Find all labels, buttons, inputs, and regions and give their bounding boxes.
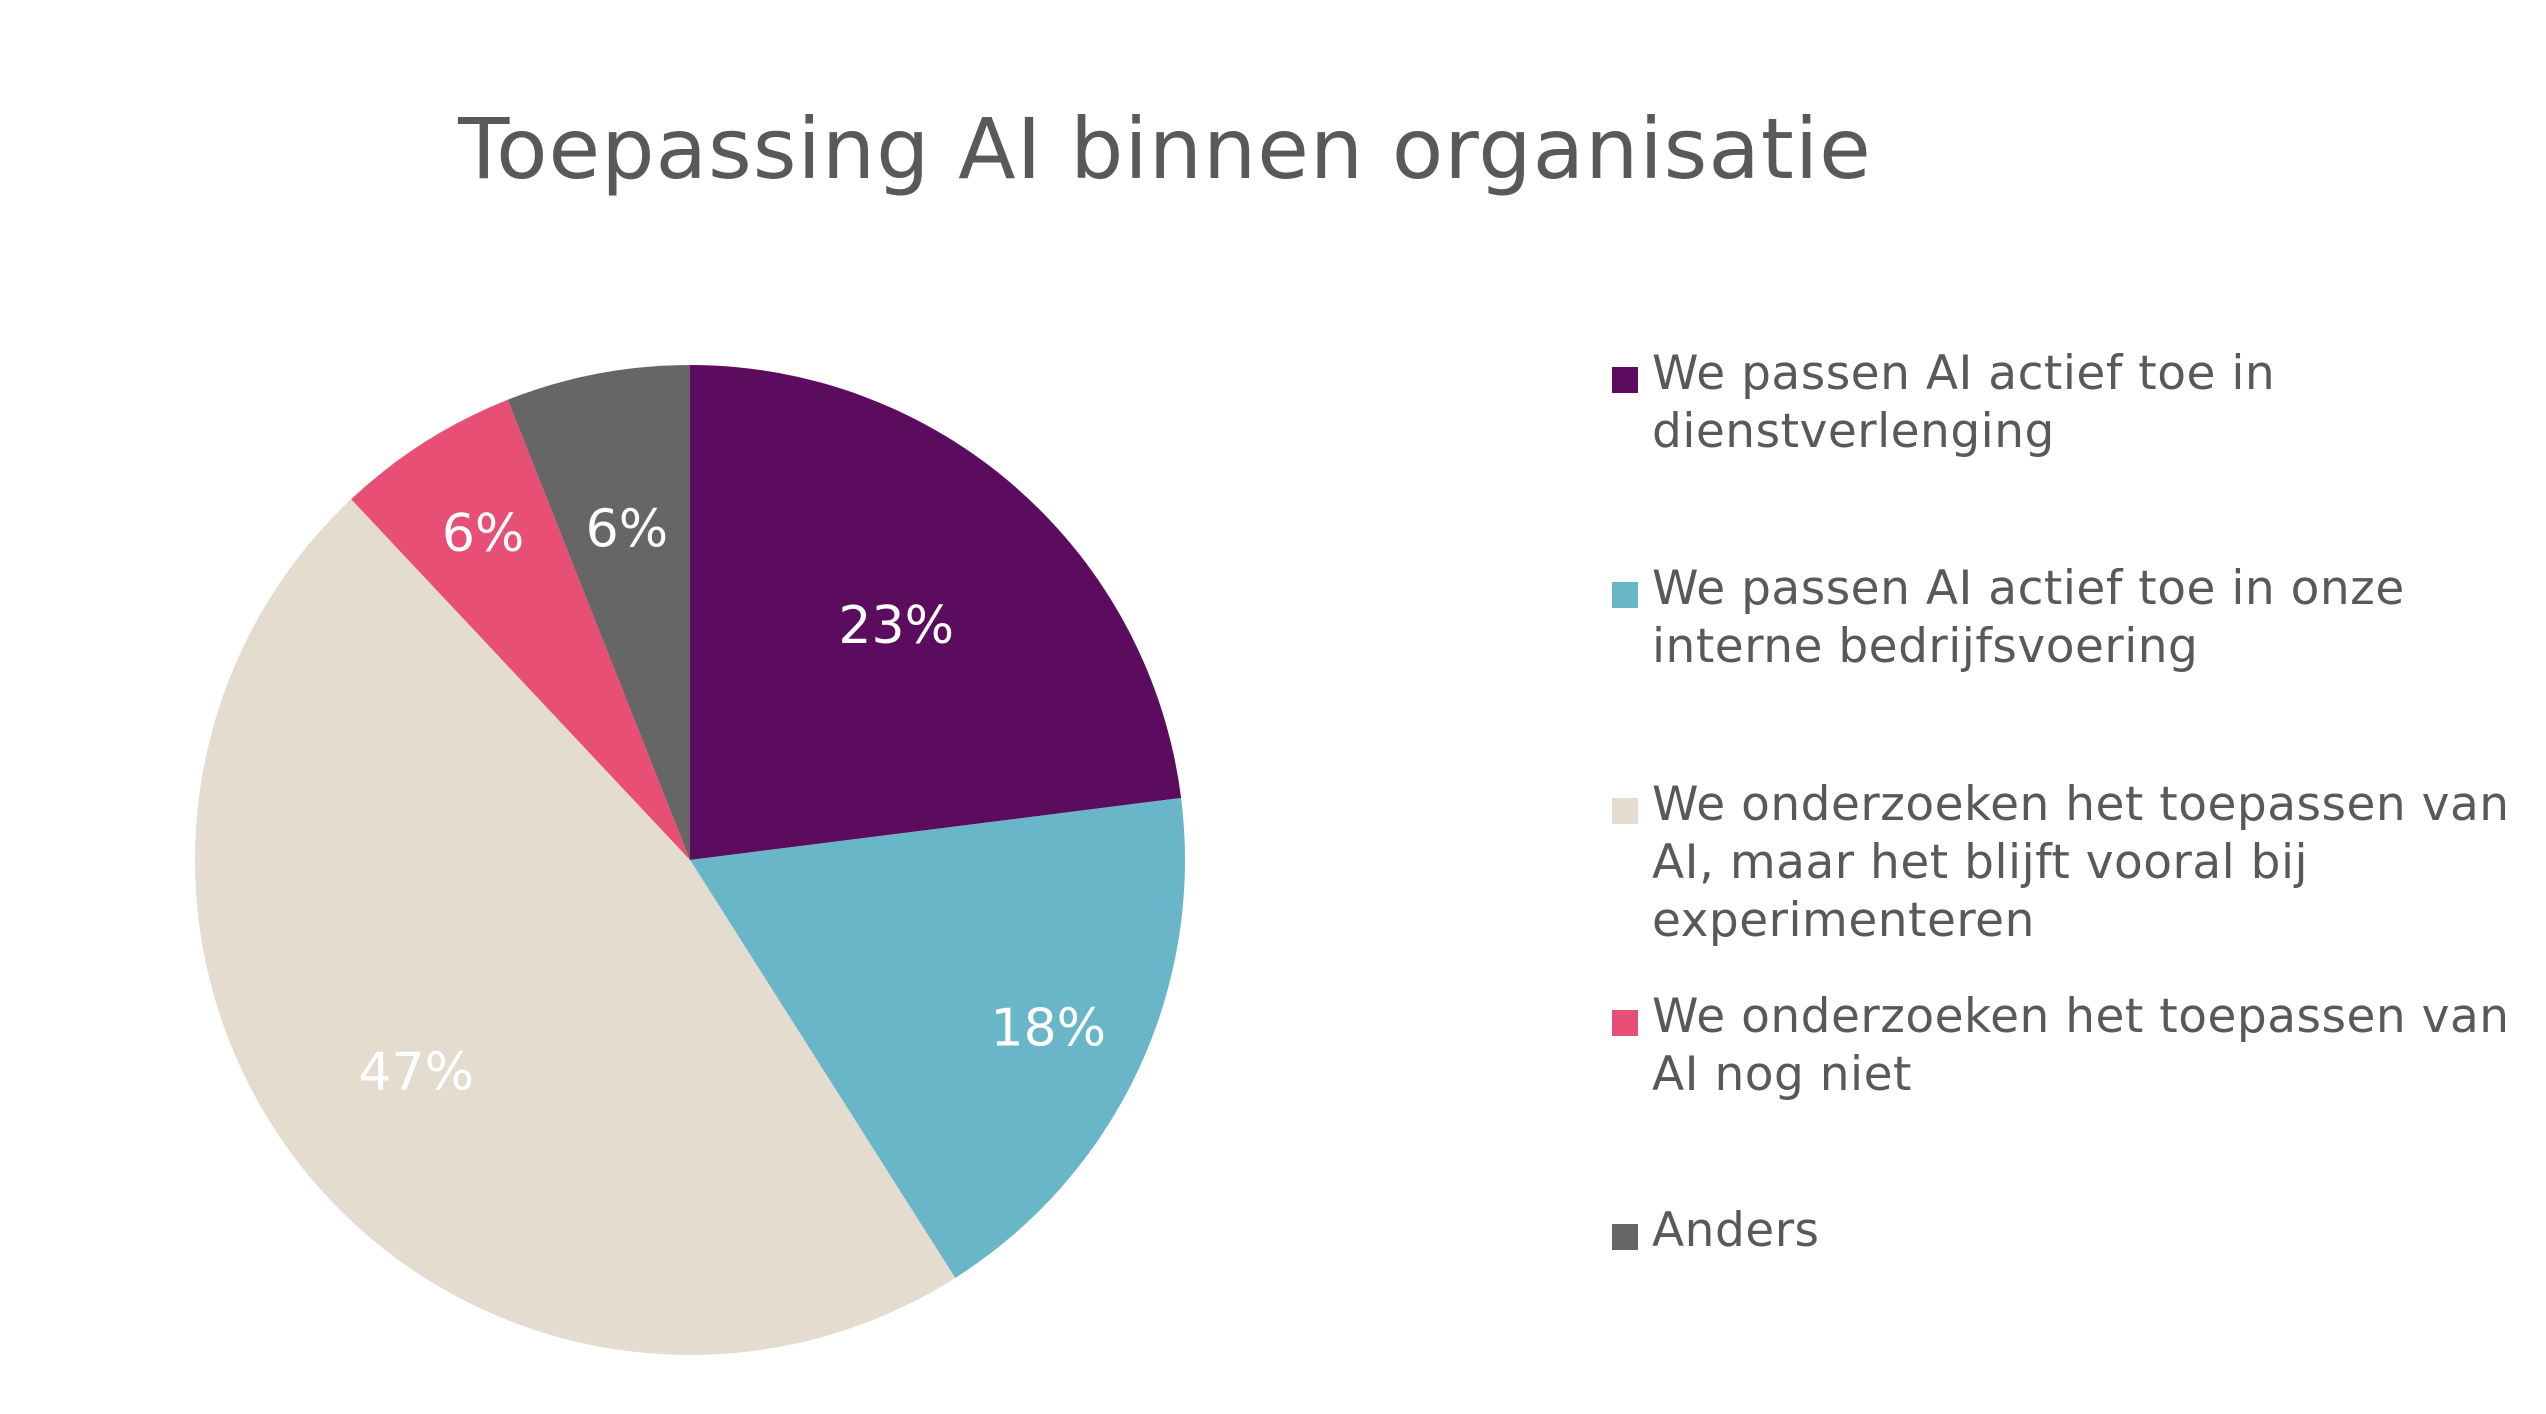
legend-label: We onderzoeken het toepassen van AI nog … [1652, 989, 2510, 1102]
legend-item: We onderzoeken het toepassen van AI nog … [1612, 988, 2532, 1104]
pie-slice-3 [195, 499, 956, 1355]
legend-label: We onderzoeken het toepassen van AI, maa… [1652, 777, 2510, 948]
slice-data-label: 23% [838, 596, 954, 656]
legend-swatch [1612, 798, 1638, 824]
pie-slice-5 [507, 365, 690, 860]
pie-slice-1 [690, 365, 1182, 860]
slice-data-label: 47% [358, 1042, 474, 1102]
legend-swatch [1612, 582, 1638, 608]
pie-slice-4 [351, 399, 690, 860]
legend-item: We passen AI actief toe in dienstverleng… [1612, 345, 2532, 461]
pie-slice-2 [690, 797, 1186, 1278]
chart-title: Toepassing AI binnen organisatie [458, 100, 1872, 198]
pie-chart: 23% 18% 47% 6% 6% [195, 365, 1186, 1355]
legend-swatch [1612, 1224, 1638, 1250]
legend-label: We passen AI actief toe in onze interne … [1652, 561, 2405, 674]
legend-item: Anders [1612, 1202, 2532, 1260]
legend-swatch [1612, 367, 1638, 393]
slice-data-label: 6% [586, 499, 669, 559]
legend-label: We passen AI actief toe in dienstverleng… [1652, 346, 2276, 459]
legend: We passen AI actief toe in dienstverleng… [1612, 0, 2532, 1414]
legend-swatch [1612, 1010, 1638, 1036]
slice-data-label: 18% [991, 999, 1107, 1059]
legend-label: Anders [1652, 1203, 1820, 1258]
legend-item: We onderzoeken het toepassen van AI, maa… [1612, 776, 2532, 950]
slice-data-label: 6% [442, 504, 525, 564]
legend-item: We passen AI actief toe in onze interne … [1612, 560, 2532, 676]
